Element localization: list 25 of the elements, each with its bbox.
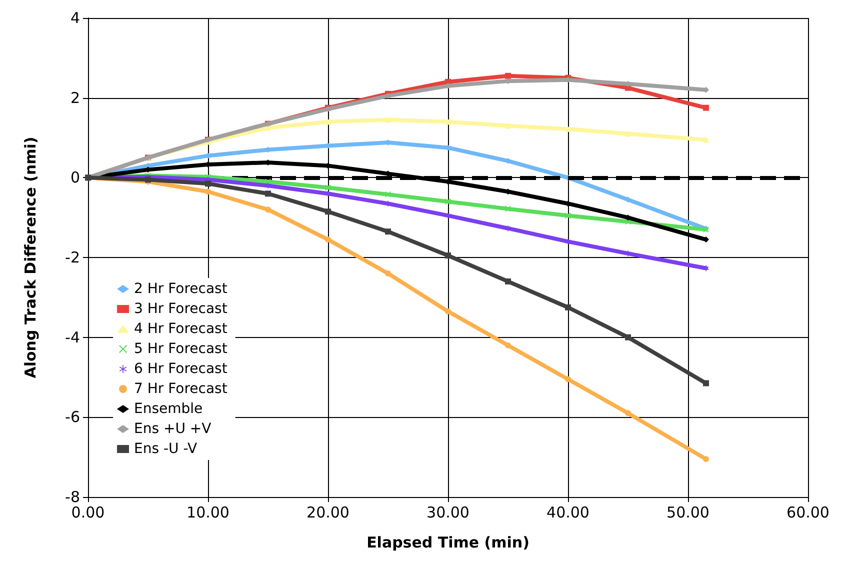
legend-label: 7 Hr Forecast (134, 381, 228, 397)
legend-label: 5 Hr Forecast (134, 341, 228, 357)
x-tick-label: 40.00 (546, 504, 590, 522)
legend-label: 6 Hr Forecast (134, 361, 228, 377)
x-tick-label: 10.00 (186, 504, 230, 522)
y-tick-label: -8 (65, 488, 80, 506)
x-tick-label: 60.00 (786, 504, 830, 522)
y-tick-label: -6 (65, 408, 80, 426)
y-tick-label: -2 (65, 248, 80, 266)
x-tick-label: 0.00 (71, 504, 105, 522)
legend-label: 4 Hr Forecast (134, 321, 228, 337)
y-tick-label: 4 (70, 9, 80, 27)
legend-label: Ensemble (134, 401, 203, 417)
x-tick-label: 50.00 (666, 504, 710, 522)
legend-label: 2 Hr Forecast (134, 281, 228, 297)
y-tick-label: -4 (65, 328, 80, 346)
x-tick-label: 20.00 (306, 504, 350, 522)
legend-label: Ens +U +V (134, 421, 212, 437)
y-tick-label: 2 (70, 88, 80, 107)
y-axis-title: Along Track Difference (nmi) (22, 136, 40, 378)
x-tick-label: 30.00 (426, 504, 470, 522)
y-tick-label: 0 (70, 168, 80, 187)
legend-label: 3 Hr Forecast (134, 301, 228, 317)
legend-label: Ens -U -V (134, 441, 198, 457)
x-axis-title: Elapsed Time (min) (366, 534, 530, 552)
